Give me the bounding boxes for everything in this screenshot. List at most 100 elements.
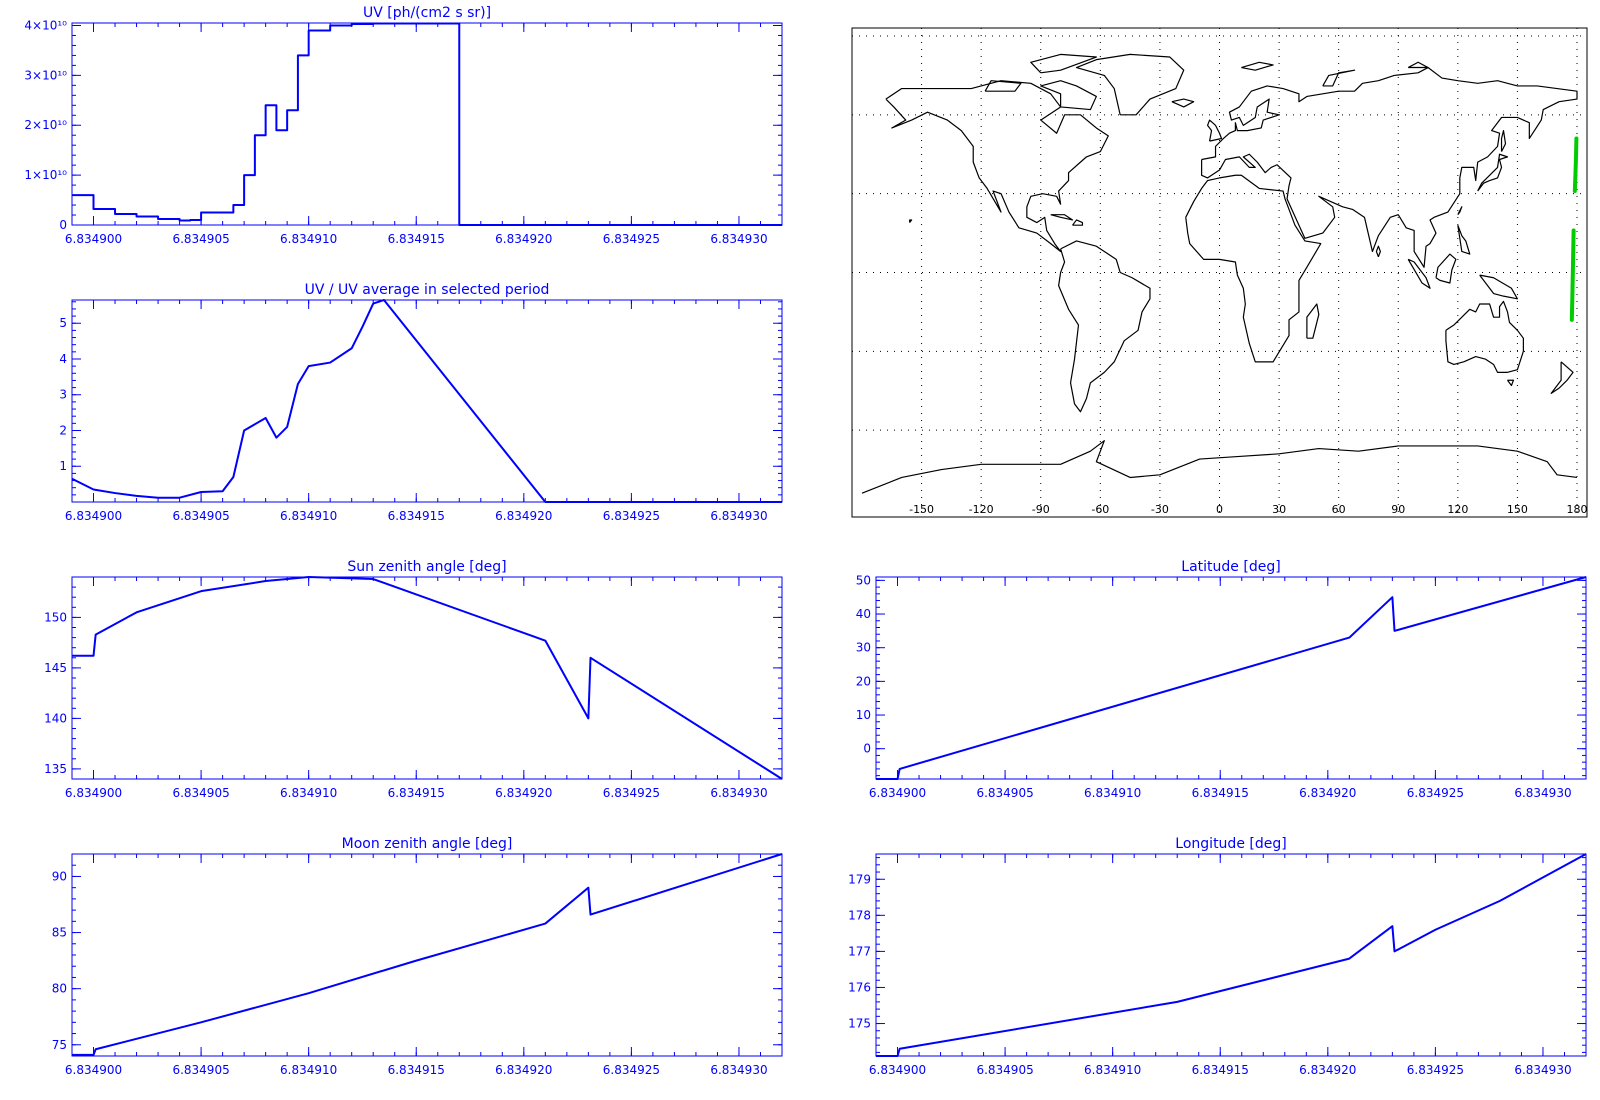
- ground-track-segment: [1572, 136, 1579, 194]
- x-tick-label: 6.834900: [65, 1063, 122, 1077]
- coastline-japan: [1477, 153, 1509, 192]
- x-tick-label: 6.834920: [495, 232, 552, 246]
- y-tick-label: 178: [848, 908, 871, 922]
- map-lon-label: 120: [1447, 503, 1468, 516]
- x-tick-label: 6.834920: [495, 509, 552, 523]
- x-tick-label: 6.834900: [869, 786, 926, 800]
- x-tick-label: 6.834930: [1514, 1063, 1571, 1077]
- y-tick-label: 0: [59, 218, 67, 232]
- coastline-philippines: [1457, 224, 1471, 255]
- panel-title: UV [ph/(cm2 s sr)]: [363, 5, 491, 21]
- x-tick-label: 6.834905: [172, 1063, 229, 1077]
- x-tick-label: 6.834915: [388, 1063, 445, 1077]
- y-tick-label: 140: [44, 711, 67, 725]
- coastline-greenland: [1075, 53, 1185, 116]
- y-tick-label: 4×10¹⁰: [24, 18, 67, 32]
- x-tick-label: 6.834915: [1192, 786, 1249, 800]
- y-tick-label: 0: [863, 742, 871, 756]
- ground-track-segment: [1569, 228, 1576, 322]
- coastline-eurasia: [1201, 66, 1578, 268]
- map-lon-label: 60: [1332, 503, 1346, 516]
- map-lon-label: 150: [1507, 503, 1528, 516]
- y-tick-label: 40: [856, 607, 871, 621]
- series-line-moon: [72, 853, 783, 1056]
- coastline-tasmania: [1507, 379, 1515, 387]
- y-tick-label: 2×10¹⁰: [24, 118, 67, 132]
- x-tick-label: 6.834925: [603, 1063, 660, 1077]
- panel-title: Sun zenith angle [deg]: [347, 559, 506, 575]
- x-tick-label: 6.834920: [495, 786, 552, 800]
- x-tick-label: 6.834930: [710, 509, 767, 523]
- coastline-iceland: [1171, 98, 1195, 108]
- x-tick-label: 6.834915: [388, 786, 445, 800]
- x-tick-label: 6.834900: [869, 1063, 926, 1077]
- coastline-svalbard: [1241, 61, 1274, 71]
- x-tick-label: 6.834915: [388, 509, 445, 523]
- coastline-baffin: [1040, 80, 1097, 111]
- x-tick-label: 6.834930: [710, 1063, 767, 1077]
- map-frame: [851, 27, 1588, 518]
- series-line-lon: [876, 853, 1587, 1057]
- x-tick-label: 6.834910: [280, 786, 337, 800]
- coastline-borneo: [1435, 253, 1457, 284]
- x-tick-label: 6.834915: [388, 232, 445, 246]
- y-tick-label: 177: [848, 944, 871, 958]
- coastline-uk: [1206, 119, 1223, 142]
- y-tick-label: 75: [52, 1038, 67, 1052]
- y-tick-label: 1×10¹⁰: [24, 168, 67, 182]
- panel-ratio: UV / UV average in selected period 6.8349…: [59, 282, 783, 523]
- x-tick-label: 6.834925: [603, 232, 660, 246]
- map-lon-label: -90: [1032, 503, 1050, 516]
- panel-lon: Longitude [deg] 6.834900 6.834905 6.834910 6…: [848, 836, 1587, 1077]
- x-tick-label: 6.834900: [65, 509, 122, 523]
- coastline-hispaniola: [1072, 219, 1084, 226]
- y-tick-label: 85: [52, 926, 67, 940]
- map-lon-label: -60: [1091, 503, 1109, 516]
- coastline-australia: [1445, 300, 1524, 373]
- y-tick-label: 3: [59, 388, 67, 402]
- x-tick-label: 6.834930: [710, 786, 767, 800]
- coastline-south-america: [1058, 240, 1151, 413]
- coastline-madagascar: [1306, 303, 1320, 339]
- x-tick-label: 6.834925: [603, 786, 660, 800]
- x-tick-label: 6.834910: [280, 509, 337, 523]
- y-tick-label: 135: [44, 762, 67, 776]
- x-tick-label: 6.834905: [172, 509, 229, 523]
- x-tick-label: 6.834900: [65, 786, 122, 800]
- coastline-new-zealand: [1550, 361, 1574, 394]
- plot-frame: [71, 576, 783, 780]
- plot-frame: [71, 299, 783, 503]
- x-tick-label: 6.834910: [1084, 786, 1141, 800]
- x-tick-label: 6.834910: [280, 232, 337, 246]
- x-tick-label: 6.834930: [710, 232, 767, 246]
- map-lon-label: 90: [1391, 503, 1405, 516]
- x-tick-label: 6.834920: [1299, 786, 1356, 800]
- x-tick-label: 6.834910: [280, 1063, 337, 1077]
- map-lon-label: -120: [969, 503, 994, 516]
- y-tick-label: 5: [59, 316, 67, 330]
- y-tick-label: 176: [848, 980, 871, 994]
- y-tick-label: 1: [59, 459, 67, 473]
- plot-frame: [71, 853, 783, 1057]
- x-tick-label: 6.834900: [65, 232, 122, 246]
- y-tick-label: 10: [856, 708, 871, 722]
- y-tick-label: 4: [59, 352, 67, 366]
- panel-lat: Latitude [deg] 6.834900 6.834905 6.834910 6.…: [856, 559, 1587, 800]
- coastline-sri-lanka: [1375, 245, 1381, 257]
- panel-moon: Moon zenith angle [deg] 6.834900 6.834905 6…: [52, 836, 783, 1077]
- coastline-taiwan: [1457, 206, 1463, 216]
- plot-frame: [875, 853, 1587, 1057]
- series-line-ratio: [71, 299, 782, 503]
- x-tick-label: 6.834905: [172, 232, 229, 246]
- coastline-new-guinea: [1479, 274, 1519, 300]
- y-tick-label: 3×10¹⁰: [24, 68, 67, 82]
- y-tick-label: 80: [52, 982, 67, 996]
- map-lon-label: -150: [909, 503, 934, 516]
- coastline-novaya-zemlya: [1322, 69, 1356, 87]
- panel-uv: UV [ph/(cm2 s sr)] 6.834900 6.834905 6.8349…: [24, 5, 783, 246]
- y-tick-label: 150: [44, 610, 67, 624]
- x-tick-label: 6.834905: [172, 786, 229, 800]
- y-tick-label: 145: [44, 661, 67, 675]
- y-tick-label: 30: [856, 641, 871, 655]
